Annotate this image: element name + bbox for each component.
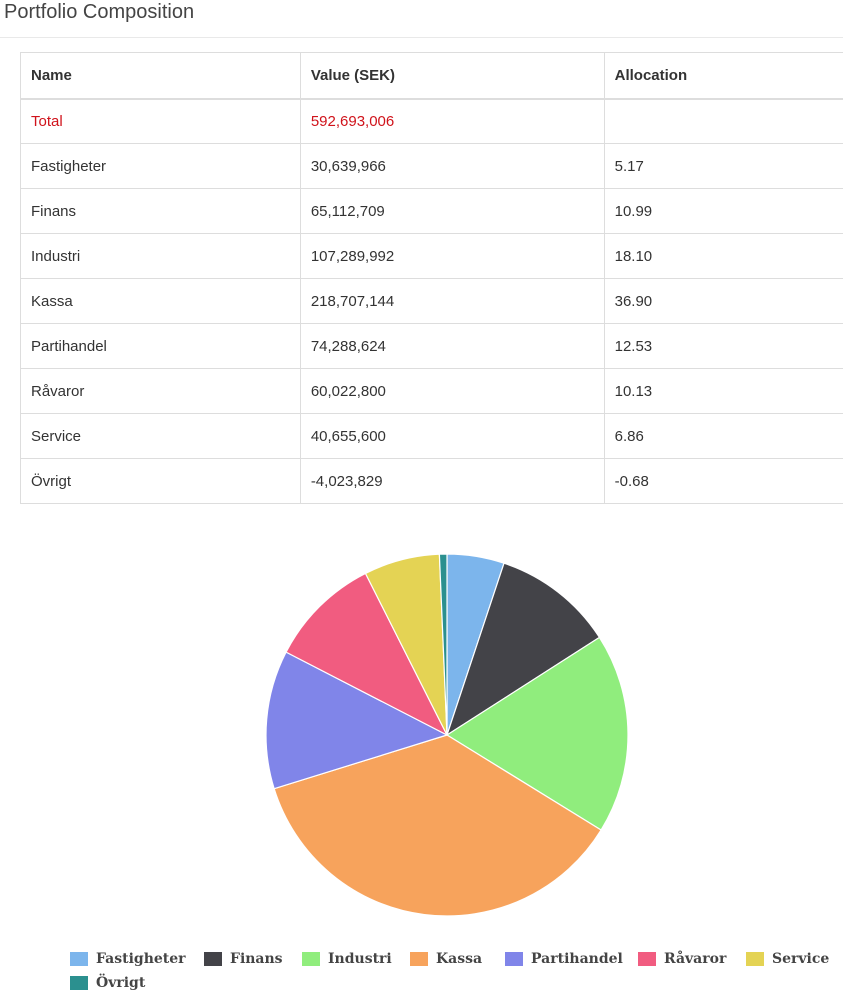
row-allocation: 5.17 xyxy=(603,143,843,189)
row-allocation: 18.10 xyxy=(603,233,843,279)
table-row: Övrigt -4,023,829 -0.68 xyxy=(20,458,843,504)
pie-slice-ravaror[interactable] xyxy=(285,572,448,736)
row-value: 40,655,600 xyxy=(299,413,605,459)
composition-table: Name Value (SEK) Allocation Total 592,69… xyxy=(20,52,843,504)
total-row: Total 592,693,006 xyxy=(20,98,843,144)
column-header-value[interactable]: Value (SEK) xyxy=(299,52,605,100)
table-header-row: Name Value (SEK) Allocation xyxy=(20,52,843,100)
row-name: Kassa xyxy=(20,278,301,324)
column-header-name[interactable]: Name xyxy=(20,52,301,100)
row-allocation: 10.99 xyxy=(603,188,843,234)
table-row: Industri 107,289,992 18.10 xyxy=(20,233,843,279)
total-value: 592,693,006 xyxy=(299,98,605,144)
legend-label: Partihandel xyxy=(531,951,623,967)
row-value: 74,288,624 xyxy=(299,323,605,369)
legend-swatch xyxy=(746,952,764,966)
row-name: Industri xyxy=(20,233,301,279)
column-header-allocation[interactable]: Allocation xyxy=(603,52,843,100)
row-name: Service xyxy=(20,413,301,459)
row-allocation: -0.68 xyxy=(603,458,843,504)
table-row: Partihandel 74,288,624 12.53 xyxy=(20,323,843,369)
legend-label: Övrigt xyxy=(96,975,146,991)
row-value: 30,639,966 xyxy=(299,143,605,189)
legend-label: Finans xyxy=(230,951,283,967)
row-value: -4,023,829 xyxy=(299,458,605,504)
pie-slice-industri[interactable] xyxy=(446,636,629,831)
legend-label: Råvaror xyxy=(664,951,727,967)
row-allocation: 10.13 xyxy=(603,368,843,414)
table-row: Fastigheter 30,639,966 5.17 xyxy=(20,143,843,189)
row-value: 65,112,709 xyxy=(299,188,605,234)
legend-swatch xyxy=(204,952,222,966)
legend-swatch xyxy=(302,952,320,966)
legend-swatch xyxy=(638,952,656,966)
legend-swatch xyxy=(70,976,88,990)
title-divider xyxy=(0,37,843,38)
legend-swatch xyxy=(505,952,523,966)
pie-slice-ovrigt[interactable] xyxy=(438,553,448,736)
row-value: 60,022,800 xyxy=(299,368,605,414)
total-name: Total xyxy=(20,98,301,144)
legend-label: Industri xyxy=(328,951,392,967)
row-allocation: 12.53 xyxy=(603,323,843,369)
table-row: Service 40,655,600 6.86 xyxy=(20,413,843,459)
legend-swatch xyxy=(70,952,88,966)
total-allocation xyxy=(603,98,843,144)
pie-slice-finans[interactable] xyxy=(446,562,601,736)
row-name: Finans xyxy=(20,188,301,234)
table-row: Kassa 218,707,144 36.90 xyxy=(20,278,843,324)
row-value: 218,707,144 xyxy=(299,278,605,324)
page-title: Portfolio Composition xyxy=(4,1,195,23)
row-name: Partihandel xyxy=(20,323,301,369)
row-allocation: 6.86 xyxy=(603,413,843,459)
pie-slice-partihandel[interactable] xyxy=(265,651,448,790)
pie-slice-kassa[interactable] xyxy=(273,734,602,917)
table-row: Finans 65,112,709 10.99 xyxy=(20,188,843,234)
row-value: 107,289,992 xyxy=(299,233,605,279)
row-name: Fastigheter xyxy=(20,143,301,189)
pie-chart xyxy=(265,553,629,917)
legend-label: Kassa xyxy=(436,951,483,967)
row-name: Råvaror xyxy=(20,368,301,414)
legend-label: Fastigheter xyxy=(96,951,186,967)
table-row: Råvaror 60,022,800 10.13 xyxy=(20,368,843,414)
row-name: Övrigt xyxy=(20,458,301,504)
legend-swatch xyxy=(410,952,428,966)
legend-label: Service xyxy=(772,951,830,967)
row-allocation: 36.90 xyxy=(603,278,843,324)
